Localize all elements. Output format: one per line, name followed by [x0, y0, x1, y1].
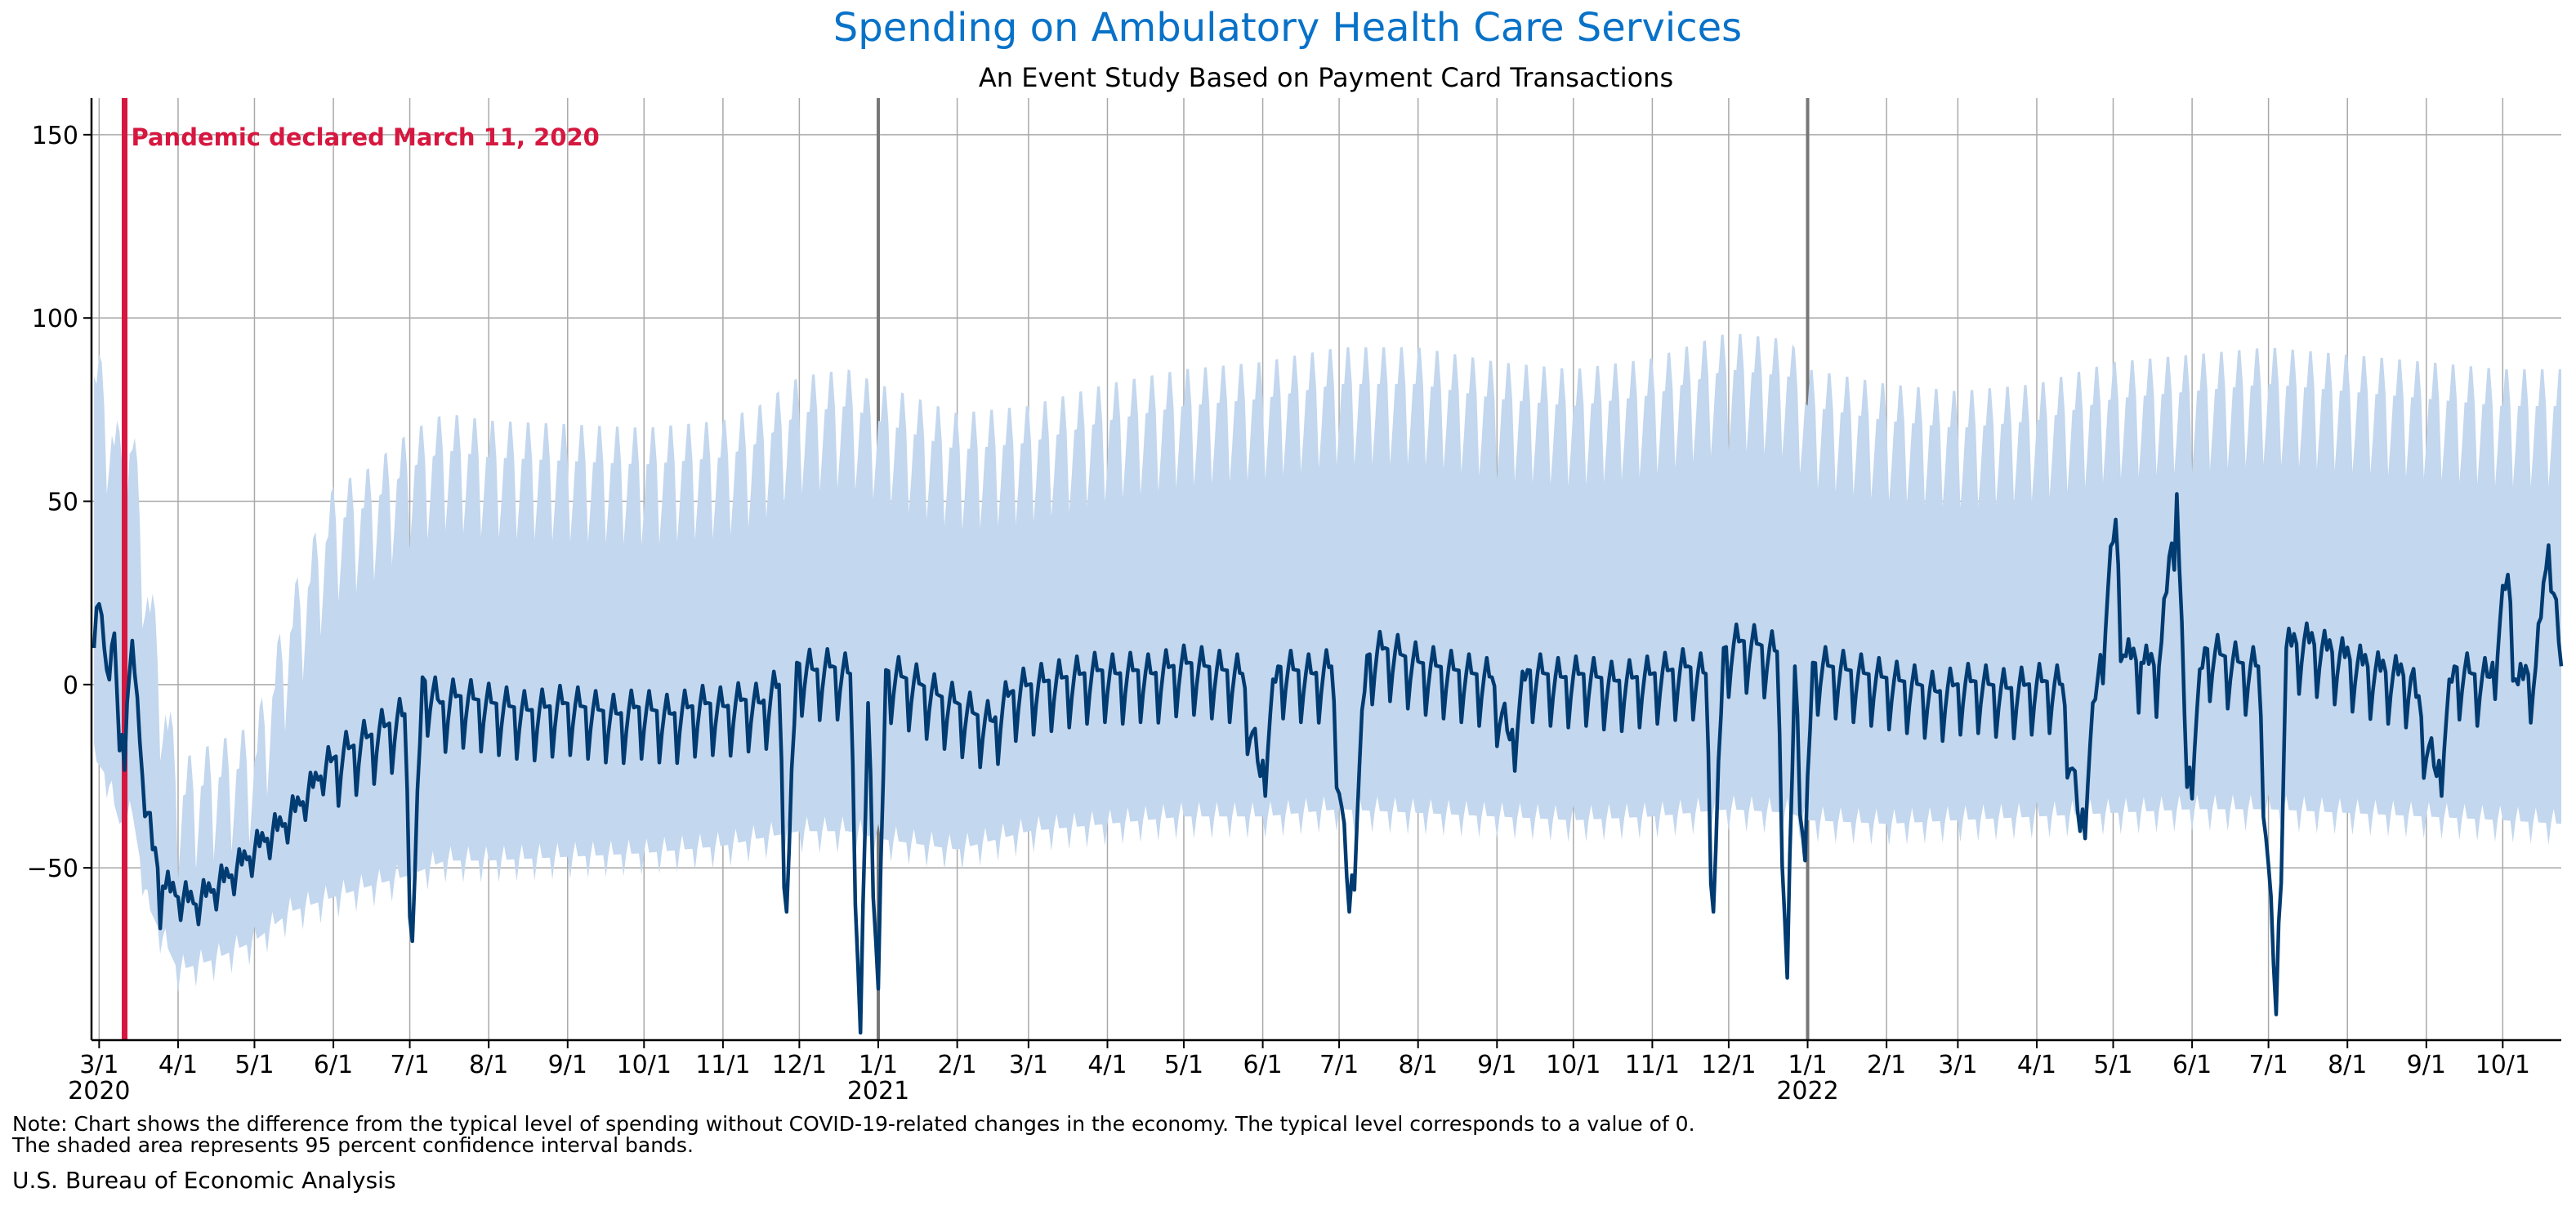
chart-subtitle: An Event Study Based on Payment Card Tra…: [979, 62, 1673, 93]
y-tick-label: 100: [32, 305, 78, 333]
x-tick-label: 3/1: [79, 1051, 118, 1079]
x-tick-label: 5/1: [234, 1051, 274, 1079]
x-tick-label: 10/1: [617, 1051, 672, 1079]
x-tick-label: 2/1: [1867, 1051, 1906, 1079]
x-tick-label: 6/1: [2172, 1051, 2212, 1079]
x-tick-label: 9/1: [2407, 1051, 2446, 1079]
x-tick-label: 5/1: [2093, 1051, 2132, 1079]
x-year-label: 2020: [68, 1077, 130, 1106]
x-tick-label: 3/1: [1009, 1051, 1048, 1079]
x-tick-label: 3/1: [1938, 1051, 1977, 1079]
x-year-label: 2021: [847, 1077, 909, 1106]
x-tick-label: 1/1: [1788, 1051, 1827, 1079]
x-tick-label: 12/1: [1701, 1051, 1756, 1079]
chart-title: Spending on Ambulatory Health Care Servi…: [833, 5, 1742, 51]
y-tick-label: 150: [32, 122, 78, 150]
x-tick-label: 8/1: [469, 1051, 508, 1079]
x-tick-label: 9/1: [1477, 1051, 1516, 1079]
x-tick-label: 8/1: [2328, 1051, 2367, 1079]
y-tick-label: 50: [47, 489, 78, 517]
pandemic-annotation: Pandemic declared March 11, 2020: [132, 123, 600, 151]
x-tick-label: 10/1: [2476, 1051, 2530, 1079]
x-tick-label: 11/1: [695, 1051, 750, 1079]
x-tick-label: 1/1: [859, 1051, 898, 1079]
note-line-2: The shaded area represents 95 percent co…: [11, 1133, 694, 1157]
x-tick-label: 10/1: [1546, 1051, 1601, 1079]
x-tick-label: 2/1: [937, 1051, 976, 1079]
x-tick-label: 8/1: [1399, 1051, 1438, 1079]
x-tick-label: 6/1: [314, 1051, 353, 1079]
x-tick-label: 5/1: [1164, 1051, 1203, 1079]
x-tick-label: 7/1: [2248, 1051, 2288, 1079]
estimate-series: [92, 492, 2564, 1035]
x-tick-label: 4/1: [158, 1051, 198, 1079]
x-tick-label: 4/1: [1087, 1051, 1127, 1079]
source-credit: U.S. Bureau of Economic Analysis: [12, 1167, 396, 1194]
note-line-1: Note: Chart shows the difference from th…: [12, 1112, 1695, 1136]
x-tick-label: 7/1: [390, 1051, 429, 1079]
y-tick-label: −50: [27, 855, 78, 883]
x-tick-label: 11/1: [1625, 1051, 1680, 1079]
x-tick-label: 7/1: [1319, 1051, 1359, 1079]
x-tick-label: 12/1: [772, 1051, 827, 1079]
x-tick-label: 6/1: [1243, 1051, 1282, 1079]
estimate-line: [92, 492, 2564, 1035]
x-tick-label: 9/1: [548, 1051, 587, 1079]
y-tick-label: 0: [63, 672, 78, 700]
x-tick-label: 4/1: [2017, 1051, 2056, 1079]
x-year-label: 2022: [1776, 1077, 1838, 1106]
axes: [83, 98, 2561, 1048]
event-markers: Pandemic declared March 11, 2020: [122, 98, 600, 1040]
